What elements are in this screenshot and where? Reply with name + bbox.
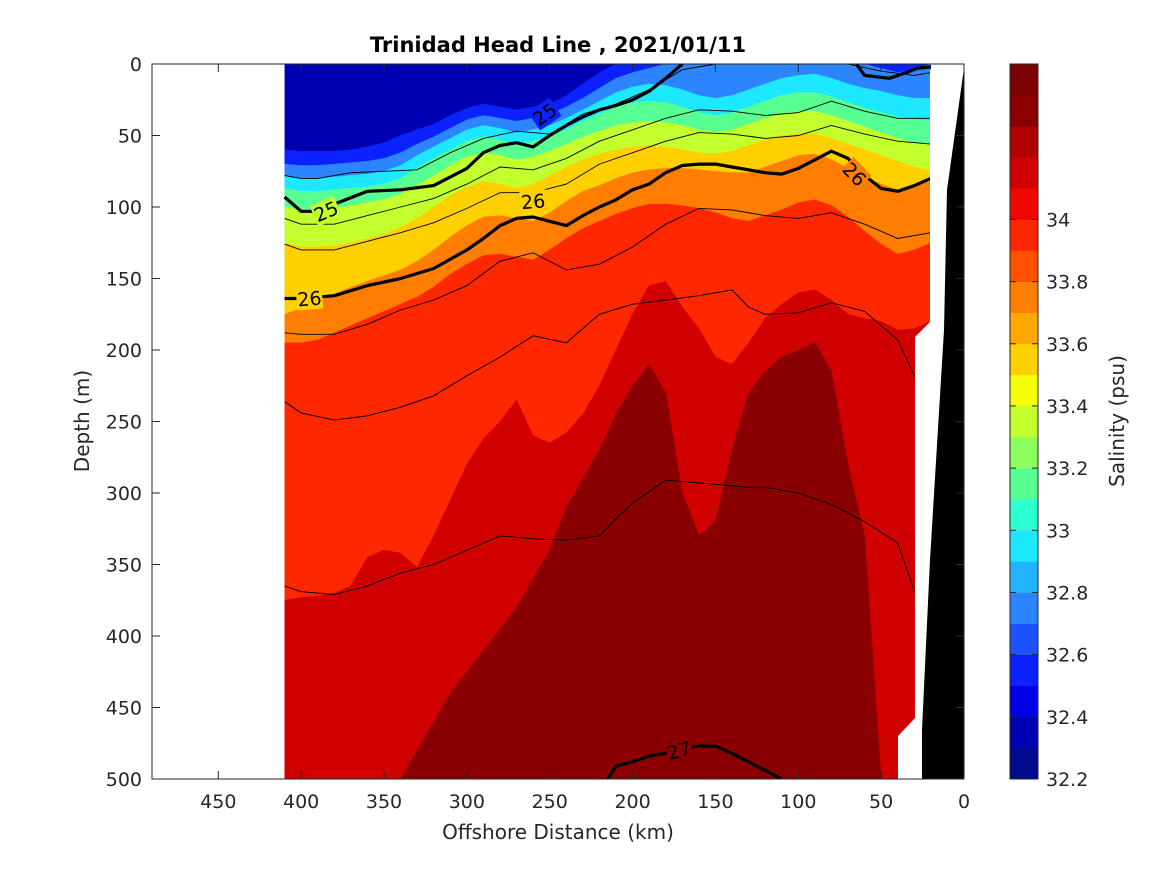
contour-label-background xyxy=(837,157,872,192)
colorbar-segment xyxy=(1010,95,1038,127)
thin-contour-1 xyxy=(284,100,931,225)
thin-contour-5 xyxy=(284,479,924,615)
colorbar-segment xyxy=(1010,499,1038,531)
y-tick-label: 150 xyxy=(106,269,142,291)
salinity-layer-34-3 xyxy=(284,342,931,779)
x-tick-label: 50 xyxy=(869,791,893,813)
salinity-fill-layers xyxy=(284,64,931,779)
colorbar-segment xyxy=(1010,219,1038,251)
colorbar-segment xyxy=(1010,343,1038,376)
colorbar-segment xyxy=(1010,592,1038,624)
y-tick-label: 450 xyxy=(106,698,142,720)
colorbar-tick-label: 33.8 xyxy=(1046,272,1088,294)
contour-label-26: 26 xyxy=(296,288,322,312)
contour-label-background xyxy=(295,286,324,311)
colorbar-tick-label: 32.6 xyxy=(1046,645,1088,667)
x-tick-label: 300 xyxy=(449,791,485,813)
colorbar-segment xyxy=(1010,747,1038,780)
colorbar-segment xyxy=(1010,623,1038,655)
colorbar-tick-label: 34 xyxy=(1046,209,1070,231)
x-tick-label: 450 xyxy=(200,791,236,813)
y-axis-title: Depth (m) xyxy=(70,370,94,472)
y-tick-label: 400 xyxy=(106,626,142,648)
colorbar-segment xyxy=(1010,405,1038,438)
y-tick-label: 250 xyxy=(106,412,142,434)
x-tick-label: 350 xyxy=(366,791,402,813)
contour-label-background xyxy=(663,736,695,765)
colorbar-segment xyxy=(1010,64,1038,96)
y-axis: 0 50 100 150 200 250 300 350 400 450 500 xyxy=(106,54,964,791)
contour-label-group: 26 xyxy=(519,189,547,214)
contour-line-26 xyxy=(284,149,932,301)
colorbar-segment xyxy=(1010,312,1038,345)
x-tick-label: 150 xyxy=(697,791,733,813)
colorbar-segment xyxy=(1010,716,1038,749)
colorbar-frame xyxy=(1009,63,1039,780)
colorbar-title: Salinity (psu) xyxy=(1105,355,1129,487)
bathymetry-shelf xyxy=(922,68,964,779)
contour-label-26: 26 xyxy=(520,190,546,214)
colorbar-segment xyxy=(1010,437,1038,469)
colorbar-tick-label: 32.2 xyxy=(1046,769,1088,791)
colorbar: 32.2 32.4 32.6 32.8 33 33.2 33.4 33.6 33.8 34 xyxy=(1009,63,1088,791)
colorbar-tick-label: 32.4 xyxy=(1046,707,1088,729)
colorbar-segment xyxy=(1010,685,1038,718)
y-tick-label: 350 xyxy=(106,555,142,577)
contour-line-25 xyxy=(283,64,684,213)
colorbar-segment xyxy=(1010,281,1038,313)
contour-label-background xyxy=(519,189,547,214)
y-tick-label: 100 xyxy=(106,197,142,219)
colorbar-tick-label: 33.6 xyxy=(1046,334,1088,356)
colorbar-segment xyxy=(1010,157,1038,189)
x-tick-label: 200 xyxy=(614,791,650,813)
x-tick-label: 400 xyxy=(283,791,319,813)
colorbar-tick-label: 33.2 xyxy=(1046,458,1088,480)
thin-contour-4 xyxy=(284,289,923,421)
colorbar-segment xyxy=(1010,468,1038,500)
chart-title: Trinidad Head Line , 2021/01/11 xyxy=(370,33,746,57)
colorbar-tick-label: 32.8 xyxy=(1046,582,1088,604)
y-tick-label: 0 xyxy=(130,54,142,76)
x-tick-label: 0 xyxy=(958,791,970,813)
thin-contour-3 xyxy=(284,207,931,335)
x-axis: 450 400 350 300 250 200 150 100 50 0 xyxy=(200,64,970,813)
y-tick-label: 300 xyxy=(106,483,142,505)
x-tick-label: 100 xyxy=(780,791,816,813)
contour-label-group: 27 xyxy=(663,736,695,765)
y-tick-label: 500 xyxy=(106,769,142,791)
colorbar-segment xyxy=(1010,374,1038,407)
x-axis-title: Offshore Distance (km) xyxy=(442,820,674,844)
x-tick-label: 250 xyxy=(532,791,568,813)
colorbar-segment xyxy=(1010,126,1038,158)
y-tick-label: 50 xyxy=(118,126,142,148)
colorbar-tick-label: 33 xyxy=(1046,520,1070,542)
thin-contour-2 xyxy=(284,125,931,251)
colorbar-tick-label: 33.4 xyxy=(1046,396,1088,418)
contour-label-background xyxy=(309,196,343,227)
contour-label-background xyxy=(527,97,562,131)
colorbar-segment xyxy=(1010,561,1038,593)
y-tick-label: 200 xyxy=(106,340,142,362)
colorbar-segment xyxy=(1010,188,1038,220)
colorbar-segment xyxy=(1010,250,1038,282)
colorbar-segment xyxy=(1010,654,1038,687)
contour-label-group: 26 xyxy=(295,286,324,312)
colorbar-segment xyxy=(1010,530,1038,562)
contour-line-unlabeled-1 xyxy=(855,64,932,80)
